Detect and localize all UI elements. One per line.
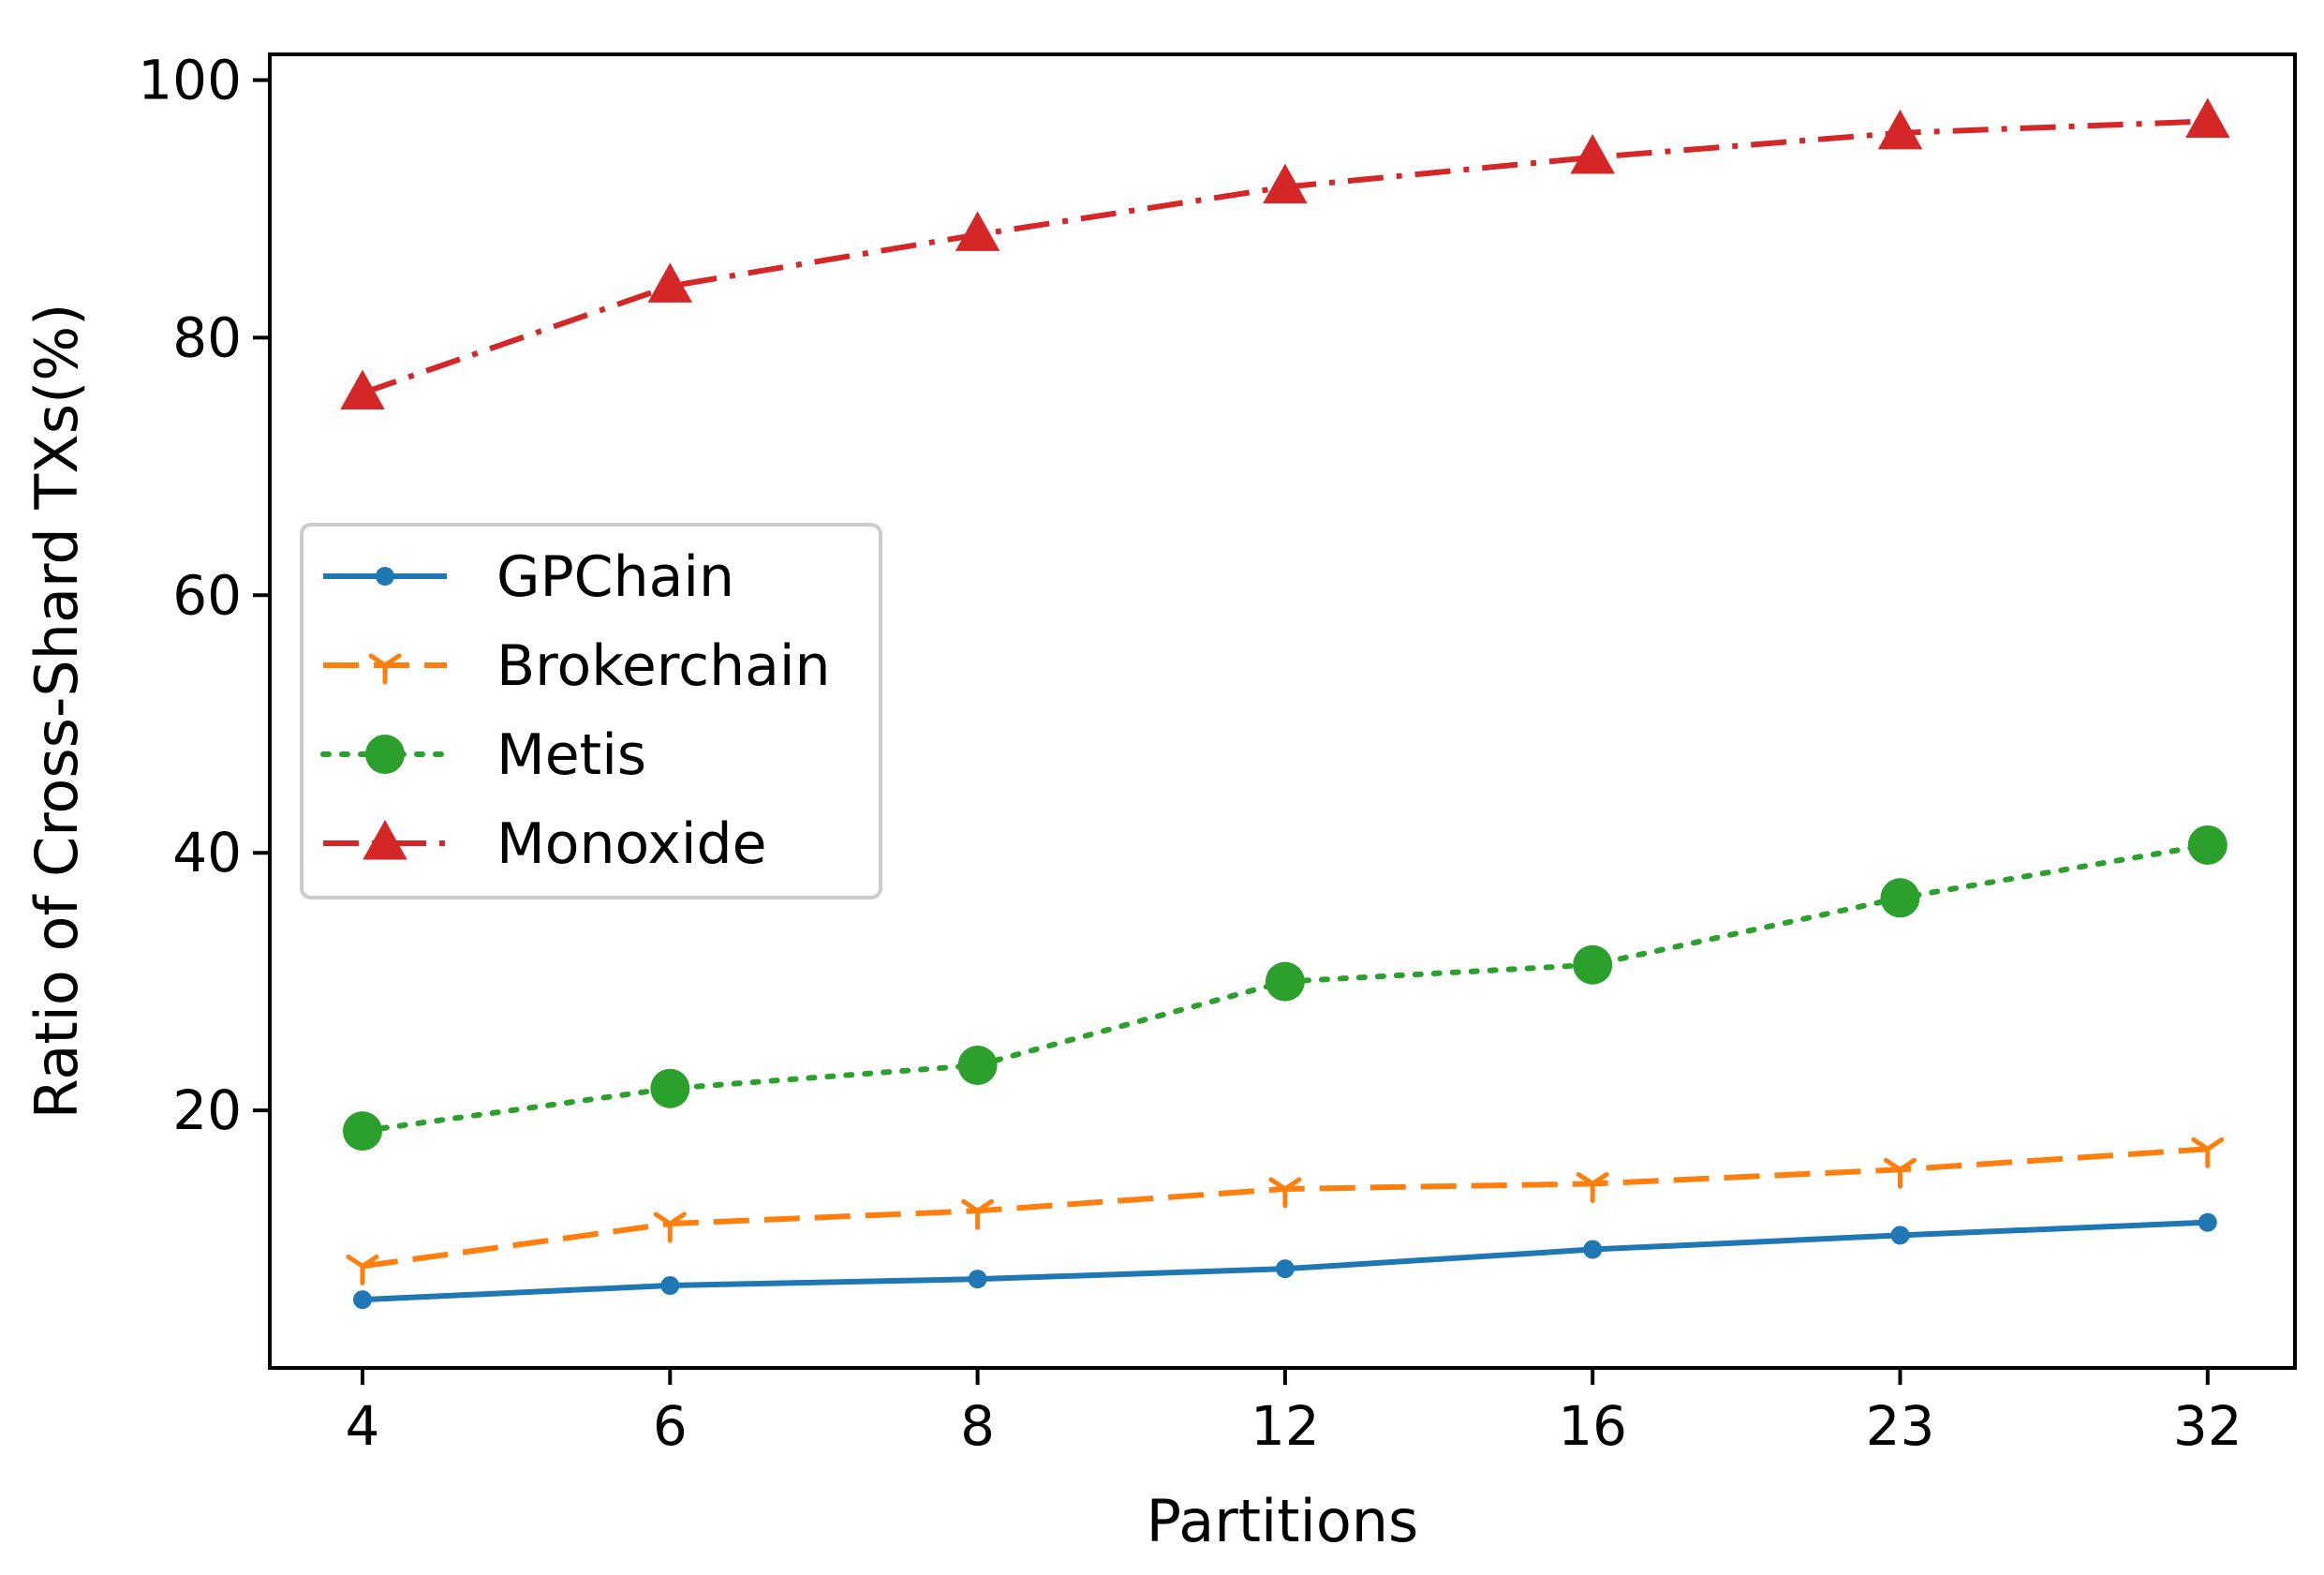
data-point-brokerchain [346,1254,379,1285]
legend-marker [365,735,405,774]
x-axis: 4 6 8 12 16 23 32 [346,1368,2243,1458]
legend-label: Monoxide [496,811,767,877]
data-point-metis [1880,878,1920,918]
legend-item-gpchain: GPChain [323,544,734,610]
legend-item-metis: Metis [320,722,646,788]
series-monoxide [340,97,2230,409]
x-axis-title: Partitions [1147,1487,1419,1555]
series-brokerchain [346,1137,2225,1285]
data-point-brokerchain [1576,1171,1609,1203]
x-tick-label: 8 [960,1394,995,1458]
legend-box [300,523,882,899]
data-point-gpchain [968,1270,987,1289]
legend: GPChain Brokerchain Metis Monoxide [300,523,882,899]
data-point-gpchain [2198,1212,2217,1232]
data-point-gpchain [1890,1226,1910,1245]
data-point-monoxide [1877,109,1923,150]
data-point-metis [343,1111,382,1152]
data-point-brokerchain [1884,1157,1917,1189]
x-tick-label: 23 [1866,1394,1935,1458]
series-layer [340,97,2230,1310]
legend-label: Brokerchain [496,633,831,699]
data-point-metis [1265,961,1305,1002]
data-point-monoxide [647,262,693,303]
data-point-gpchain [353,1290,372,1310]
y-axis: 20 40 60 80 100 [138,48,270,1142]
data-point-metis [1573,944,1613,985]
data-point-gpchain [660,1276,680,1296]
data-point-metis [2187,825,2228,865]
y-axis-title: Ratio of Cross-Shard TXs(%) [22,304,91,1120]
data-point-gpchain [1583,1240,1603,1259]
series-metis [343,825,2228,1152]
data-point-monoxide [2185,97,2230,138]
plot-area-frame [268,52,2297,1370]
series-gpchain [353,1212,2217,1310]
x-tick-label: 16 [1558,1394,1627,1458]
legend-marker [368,653,402,685]
data-point-metis [957,1045,998,1085]
legend-marker [363,820,407,860]
data-point-brokerchain [2191,1137,2225,1168]
x-tick-label: 6 [653,1394,688,1458]
data-point-monoxide [1570,133,1615,174]
data-point-monoxide [340,369,385,409]
series-line-monoxide [362,118,2208,396]
y-tick-label: 60 [172,563,242,627]
x-tick-label: 4 [346,1394,380,1458]
data-point-gpchain [1275,1259,1295,1279]
data-point-monoxide [955,211,1000,251]
y-tick-label: 80 [172,305,242,369]
data-point-brokerchain [961,1198,995,1230]
data-point-brokerchain [1268,1177,1302,1209]
y-tick-label: 40 [172,821,242,884]
data-point-metis [650,1068,690,1108]
y-tick-label: 20 [172,1078,242,1142]
legend-label: GPChain [496,544,734,610]
x-tick-label: 12 [1251,1394,1320,1458]
legend-item-brokerchain: Brokerchain [323,633,831,699]
legend-label: Metis [496,722,646,788]
data-point-brokerchain [653,1211,687,1243]
legend-item-monoxide: Monoxide [323,811,767,877]
data-point-monoxide [1263,163,1308,204]
legend-marker [376,567,394,586]
y-tick-label: 100 [138,48,242,111]
x-tick-label: 32 [2173,1394,2243,1458]
